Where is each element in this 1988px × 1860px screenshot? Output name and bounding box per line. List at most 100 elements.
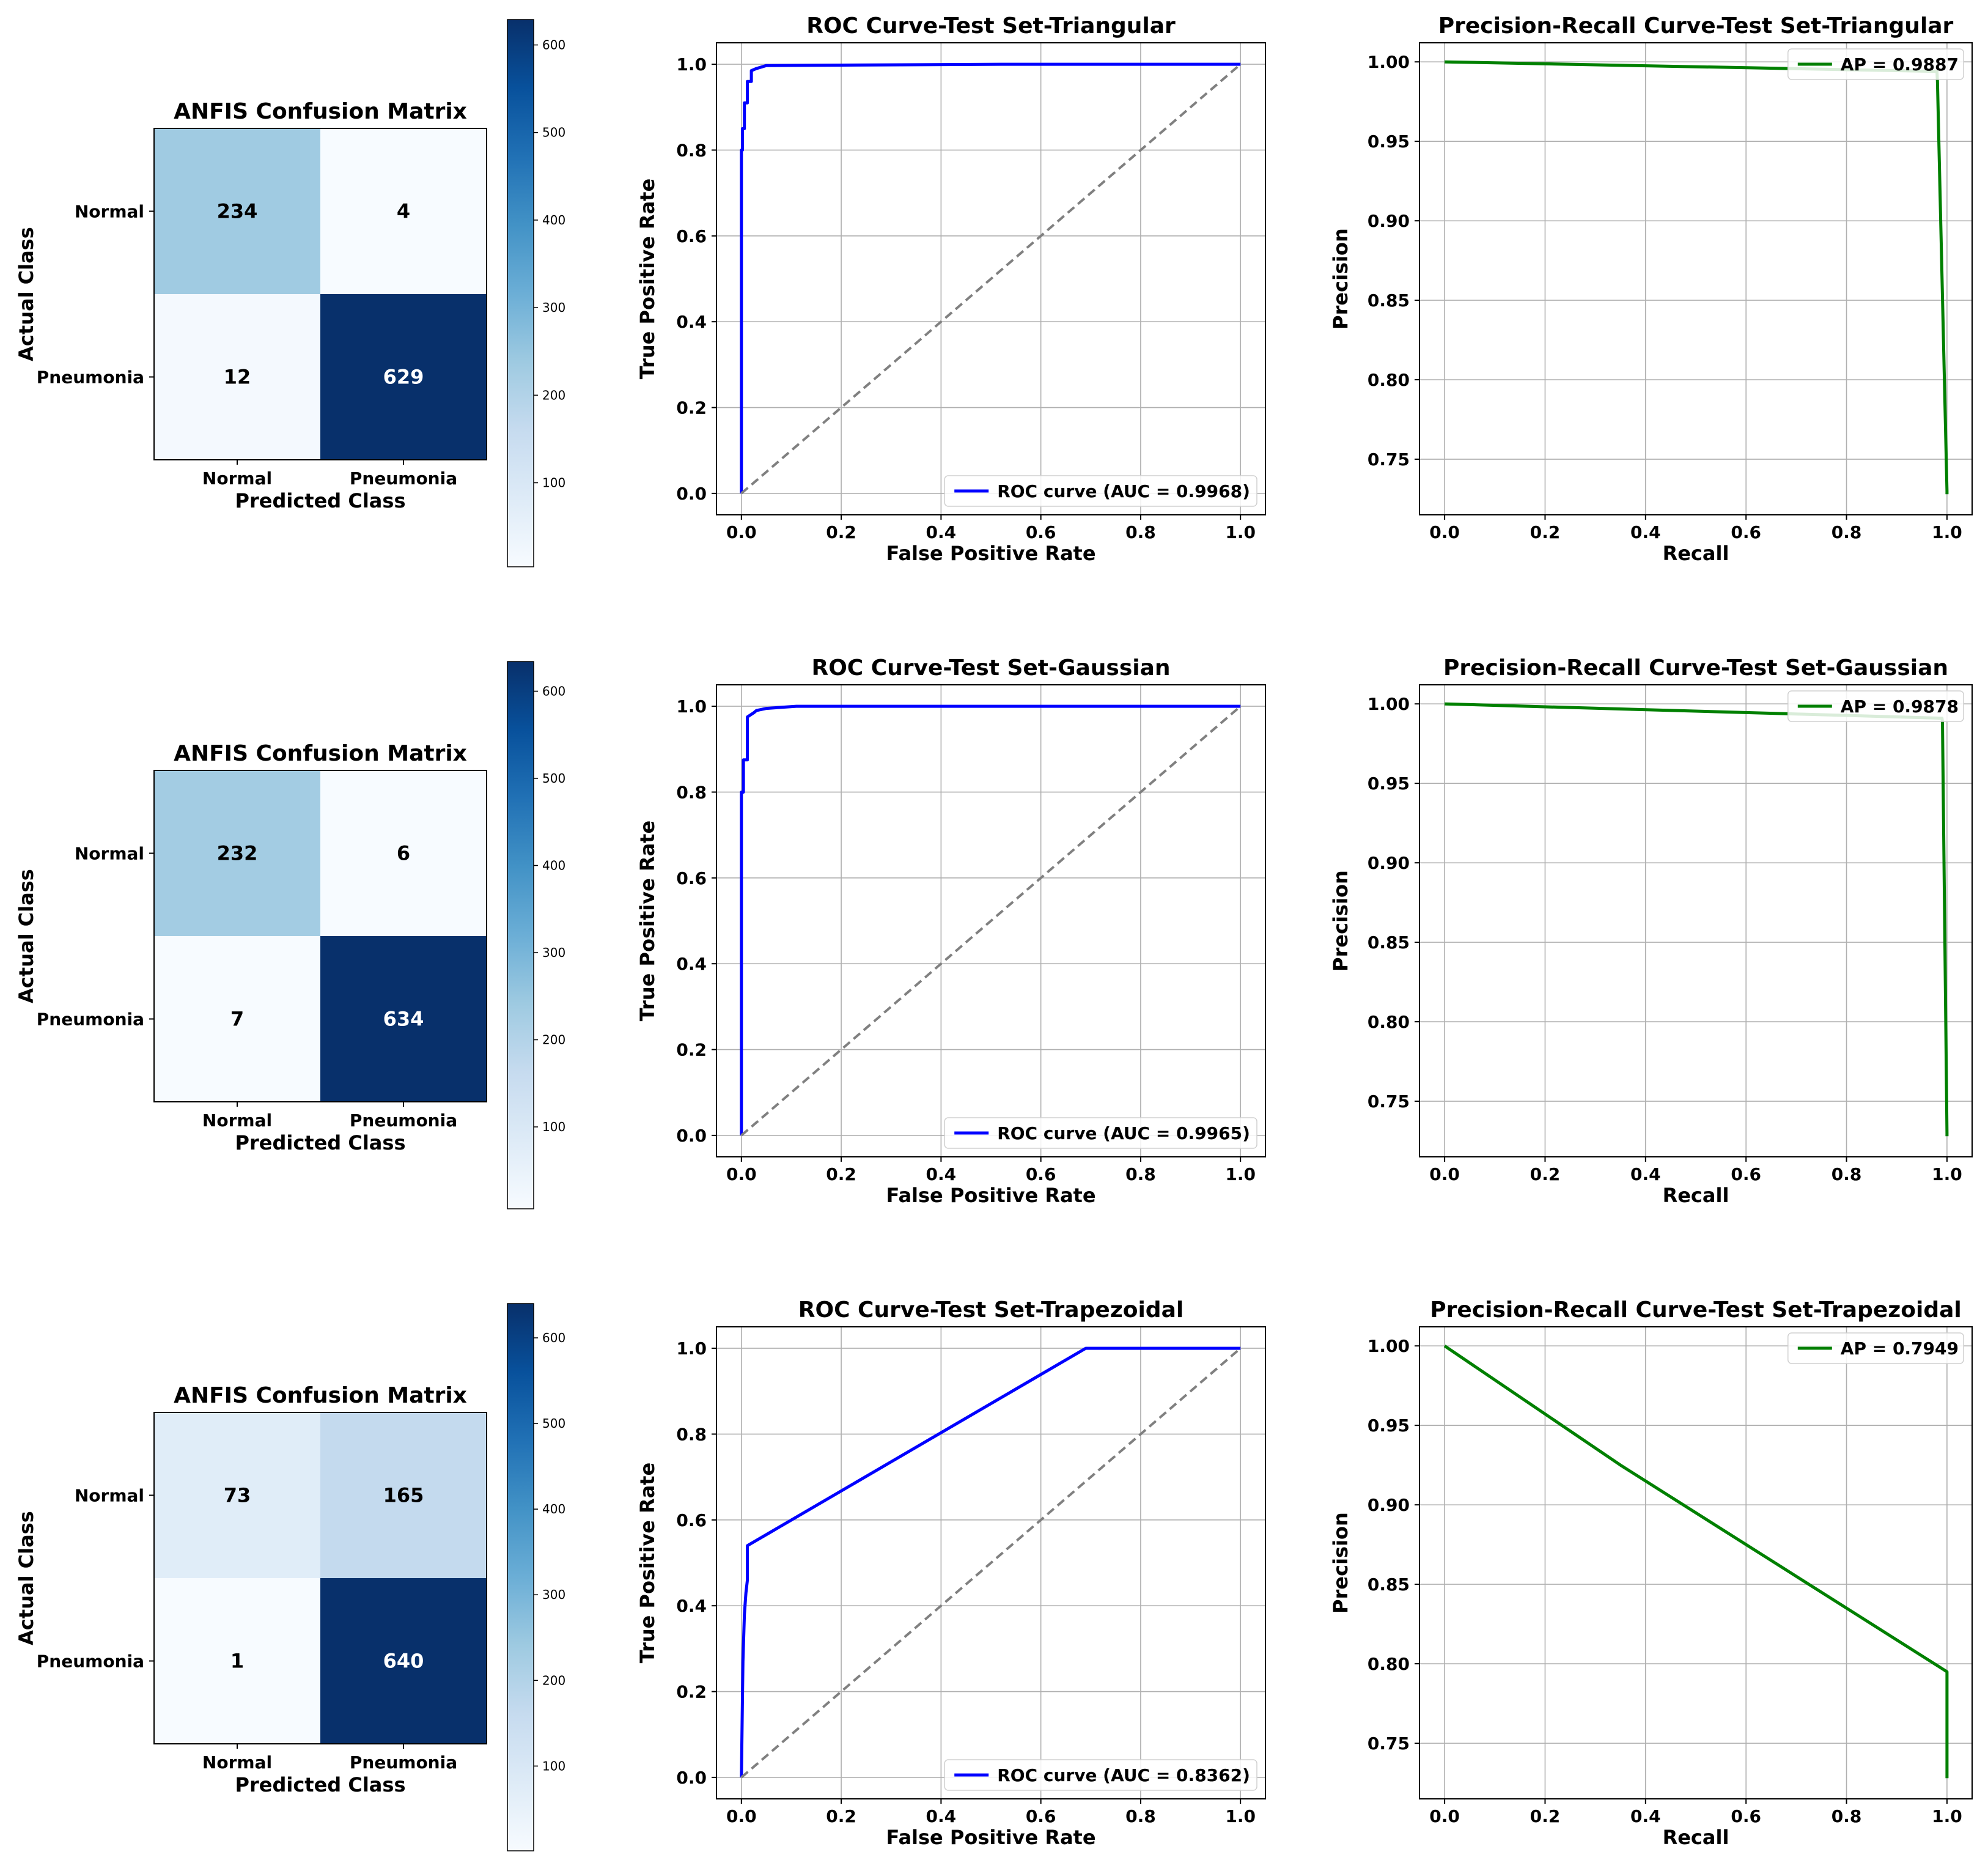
y-tick-label: 0.90 [1368, 1495, 1410, 1515]
x-tick-label: 0.4 [926, 522, 957, 542]
legend-label: ROC curve (AUC = 0.8362) [997, 1765, 1250, 1785]
colorbar-tick-label: 300 [542, 1587, 565, 1602]
cell-value: 6 [397, 842, 410, 865]
chart-title: ROC Curve-Test Set-Trapezoidal [798, 1297, 1184, 1323]
x-tick-label: Pneumonia [350, 1110, 457, 1131]
legend-label: AP = 0.9887 [1841, 54, 1959, 75]
y-tick-label: Pneumonia [37, 1651, 144, 1672]
axes-frame [716, 1326, 1266, 1799]
x-tick-label: 0.4 [1630, 522, 1661, 542]
colorbar-tick-label: 100 [542, 1759, 565, 1773]
y-tick-label: 0.85 [1368, 1574, 1410, 1595]
colorbar-tick-label: 200 [542, 388, 565, 402]
x-tick-label: 0.8 [1832, 522, 1862, 542]
cell-value: 629 [383, 366, 424, 389]
matrix-cell [320, 1412, 487, 1578]
y-tick-label: Pneumonia [37, 1009, 144, 1030]
y-tick-label: 0.4 [676, 954, 707, 974]
y-tick-label: 1.00 [1368, 694, 1410, 714]
colorbar-tick-label: 600 [542, 1330, 565, 1345]
curve-line [1445, 60, 1949, 495]
cell-value: 1 [230, 1650, 244, 1673]
x-axis-label: Predicted Class [235, 489, 406, 512]
legend-label: AP = 0.7949 [1841, 1338, 1959, 1359]
roc-panel: 0.0 0.2 0.4 0.6 0.8 1.0 0.0 0.2 0.4 0.6 0.8 1.0 ROC … [636, 1297, 1266, 1849]
x-axis-label: Predicted Class [235, 1773, 406, 1796]
curve-line [740, 1346, 1241, 1777]
pr-panel: 0.0 0.2 0.4 0.6 0.8 1.0 0.75 0.80 0.85 0.90 0.95 1.… [1329, 1297, 1973, 1849]
y-tick-label: 0.4 [676, 312, 707, 332]
y-tick-label: 1.0 [676, 54, 707, 75]
matrix-frame [153, 1412, 487, 1744]
colorbar [507, 19, 534, 567]
colorbar-tick-label: 100 [542, 476, 565, 490]
legend-box [1787, 48, 1964, 80]
colorbar-tick-label: 400 [542, 1502, 565, 1516]
x-tick-label: 0.6 [1026, 1806, 1056, 1826]
y-tick-label: 0.0 [676, 484, 707, 504]
y-tick-label: 0.85 [1368, 290, 1410, 311]
colorbar-tick-label: 400 [542, 858, 565, 873]
y-tick-label: Normal [75, 1486, 144, 1506]
y-tick-label: 0.75 [1368, 449, 1410, 470]
y-tick-label: 0.80 [1368, 1012, 1410, 1032]
colorbar-tick-label: 600 [542, 38, 565, 53]
y-axis-label: True Positive Rate [636, 179, 659, 379]
y-tick-label: 0.95 [1368, 131, 1410, 152]
confusion-matrix-panel: 234 4 12 629 ANFIS Confusion Matrix Normal Pne… [15, 19, 565, 567]
matrix-frame [153, 770, 487, 1102]
x-axis-label: Recall [1663, 1184, 1729, 1207]
curve-line [740, 704, 1241, 1135]
x-tick-label: 0.8 [1125, 522, 1156, 542]
chart-title: Precision-Recall Curve-Test Set-Triangul… [1438, 13, 1954, 39]
colorbar-tick-label: 200 [542, 1033, 565, 1047]
legend-label: AP = 0.9878 [1841, 696, 1959, 717]
x-axis-label: Recall [1663, 1826, 1729, 1849]
x-tick-label: 0.0 [726, 1806, 757, 1826]
colorbar-tick-label: 500 [542, 771, 565, 786]
y-tick-label: 1.00 [1368, 1336, 1410, 1356]
x-tick-label: 0.0 [726, 1164, 757, 1184]
y-tick-label: 0.75 [1368, 1091, 1410, 1112]
x-tick-label: 0.2 [1530, 1806, 1561, 1826]
y-tick-label: 0.6 [676, 1510, 707, 1530]
colorbar [507, 1303, 534, 1851]
chance-diagonal-line [740, 705, 1242, 1137]
matrix-cell [154, 294, 320, 460]
axes-frame [716, 42, 1266, 515]
chart-title: Precision-Recall Curve-Test Set-Gaussian [1443, 655, 1948, 681]
x-axis-label: False Positive Rate [886, 542, 1095, 565]
y-tick-label: 0.4 [676, 1596, 707, 1616]
colorbar-tick-label: 400 [542, 213, 565, 227]
matrix-cell [320, 936, 487, 1102]
y-tick-label: 0.90 [1368, 853, 1410, 873]
y-tick-label: 0.6 [676, 868, 707, 888]
y-tick-label: 0.8 [676, 140, 707, 160]
matrix-cell [154, 936, 320, 1102]
x-tick-label: Pneumonia [350, 468, 457, 489]
chart-title: Precision-Recall Curve-Test Set-Trapezoi… [1430, 1297, 1961, 1323]
legend-label: ROC curve (AUC = 0.9968) [997, 481, 1250, 501]
y-axis-label: Actual Class [15, 227, 38, 361]
y-axis-label: True Positive Rate [636, 821, 659, 1021]
y-tick-label: 0.75 [1368, 1733, 1410, 1754]
x-tick-label: 0.0 [726, 522, 757, 542]
y-tick-label: 0.8 [676, 782, 707, 802]
colorbar-tick-label: 300 [542, 945, 565, 960]
colorbar-tick-label: 300 [542, 300, 565, 315]
y-tick-label: 0.80 [1368, 1654, 1410, 1674]
confusion-matrix-panel: 232 6 7 634 ANFIS Confusion Matrix Normal Pneu… [15, 661, 565, 1209]
chart-title: ROC Curve-Test Set-Triangular [806, 13, 1176, 39]
y-tick-label: 0.6 [676, 226, 707, 246]
x-tick-label: 0.6 [1026, 522, 1056, 542]
cell-value: 165 [383, 1484, 424, 1507]
colorbar-tick-label: 200 [542, 1673, 565, 1688]
legend-box [1787, 690, 1964, 722]
x-tick-label: 0.6 [1731, 522, 1761, 542]
matrix-cell [154, 128, 320, 294]
y-tick-label: 0.0 [676, 1768, 707, 1788]
cell-value: 634 [383, 1008, 424, 1031]
y-tick-label: 1.00 [1368, 52, 1410, 72]
y-axis-label: True Positive Rate [636, 1463, 659, 1663]
